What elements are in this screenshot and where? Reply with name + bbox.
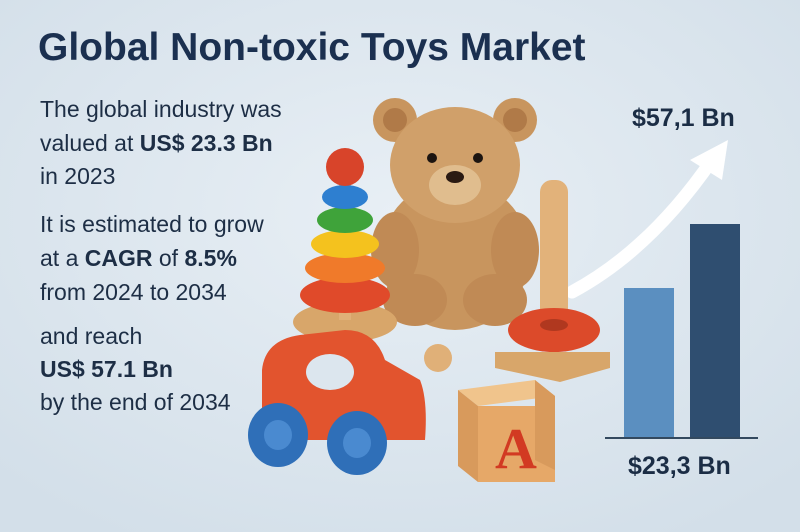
start-value-label: $23,3 Bn bbox=[628, 452, 731, 480]
arrow-head bbox=[690, 140, 728, 180]
bar-end bbox=[690, 224, 740, 438]
text-segment: valued at bbox=[40, 130, 140, 156]
text-segment: CAGR bbox=[84, 245, 153, 271]
text-segment: and reach bbox=[40, 323, 143, 349]
title: Global Non-toxic Toys Market bbox=[38, 26, 586, 69]
summary-line: by the end of 2034 bbox=[40, 389, 231, 416]
text-segment: It is estimated to grow bbox=[40, 211, 264, 237]
summary-line: in 2023 bbox=[40, 163, 115, 190]
abc-block: A bbox=[458, 380, 555, 482]
ring-stacker bbox=[293, 148, 397, 342]
summary-line: It is estimated to grow bbox=[40, 211, 264, 238]
summary-line: valued at US$ 23.3 Bn bbox=[40, 130, 273, 157]
growth-arrow bbox=[565, 153, 719, 299]
text-segment: 8.5% bbox=[184, 245, 237, 271]
wooden-ball bbox=[424, 344, 452, 372]
text-segment: at a bbox=[40, 245, 85, 271]
end-value-label: $57,1 Bn bbox=[632, 104, 735, 132]
text-segment: by the end of 2034 bbox=[40, 389, 231, 415]
summary-line: The global industry was bbox=[40, 96, 282, 123]
teddy-bear bbox=[371, 98, 539, 330]
text-segment: from 2024 to 2034 bbox=[40, 279, 227, 305]
summary-line: and reach bbox=[40, 323, 142, 350]
summary-line: at a CAGR of 8.5% bbox=[40, 245, 237, 272]
text-segment: US$ 23.3 Bn bbox=[139, 130, 273, 156]
text-segment: in 2023 bbox=[40, 163, 116, 189]
text-segment: of bbox=[152, 245, 185, 271]
summary-line: US$ 57.1 Bn bbox=[40, 356, 173, 383]
text-segment: US$ 57.1 Bn bbox=[40, 356, 173, 382]
toy-car bbox=[248, 330, 426, 475]
peg-toy bbox=[495, 180, 610, 382]
block-letter: A bbox=[495, 416, 537, 481]
text-segment: The global industry was bbox=[40, 96, 282, 122]
summary-line: from 2024 to 2034 bbox=[40, 279, 227, 306]
bar-start bbox=[624, 288, 674, 438]
